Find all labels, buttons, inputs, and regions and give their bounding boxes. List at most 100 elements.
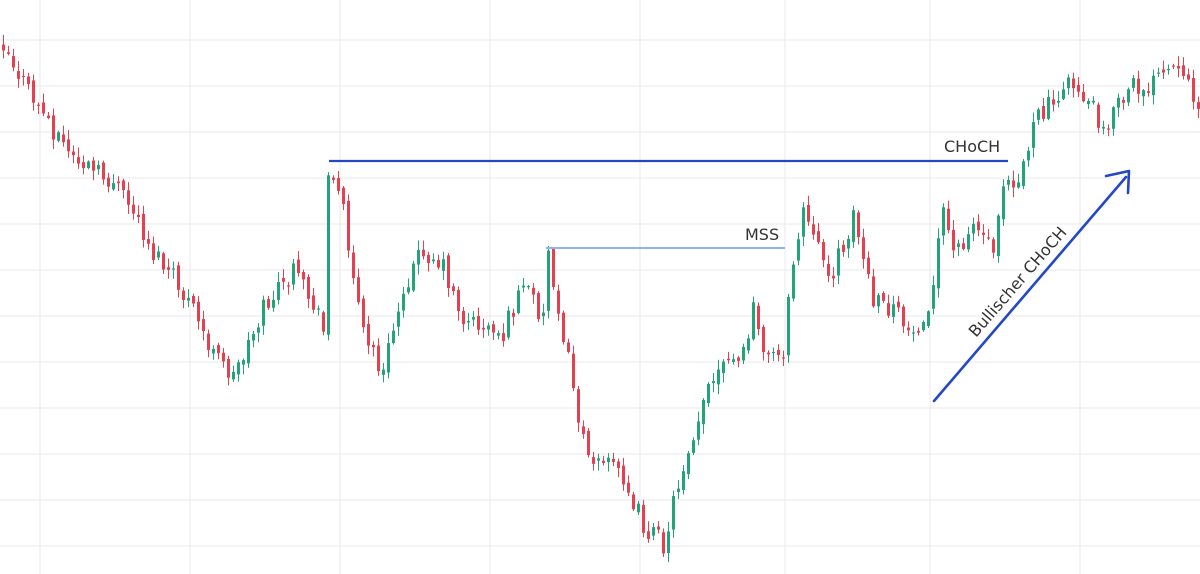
candle-body	[522, 285, 525, 288]
candle	[762, 324, 765, 361]
candle-body	[652, 527, 655, 536]
candle	[132, 196, 135, 220]
candle-body	[817, 231, 820, 243]
candle-body	[282, 278, 285, 282]
candle-body	[1182, 65, 1185, 77]
candle	[937, 228, 940, 298]
candle-body	[957, 243, 960, 248]
candle	[367, 315, 370, 355]
candle	[27, 72, 30, 90]
candle	[407, 278, 410, 295]
candle-body	[1042, 106, 1045, 119]
candle	[877, 293, 880, 314]
candle	[747, 334, 750, 354]
candle-body	[152, 243, 155, 260]
candle	[957, 239, 960, 257]
candle	[727, 351, 730, 364]
candle	[1022, 159, 1025, 190]
candle	[362, 295, 365, 333]
candle	[212, 345, 215, 360]
candle-body	[567, 342, 570, 352]
candle	[542, 303, 545, 326]
candle-body	[732, 359, 735, 362]
candle	[1037, 107, 1040, 125]
candle	[907, 321, 910, 337]
candle-body	[307, 276, 310, 299]
candles	[2, 34, 1200, 563]
candle	[317, 305, 320, 316]
candle-body	[807, 205, 810, 222]
candle-body	[882, 292, 885, 301]
candle	[392, 323, 395, 345]
candle	[627, 475, 630, 497]
candle-body	[457, 289, 460, 312]
candle-body	[547, 250, 550, 311]
candle	[1087, 98, 1090, 109]
candle	[692, 437, 695, 456]
candle-body	[542, 312, 545, 317]
candle-body	[1082, 91, 1085, 102]
candle-body	[1027, 150, 1030, 161]
candle	[442, 251, 445, 281]
candle	[257, 322, 260, 343]
candle	[492, 320, 495, 340]
candle-body	[617, 461, 620, 468]
candle	[62, 125, 65, 147]
candle-body	[622, 465, 625, 485]
candle	[397, 302, 400, 336]
candle-body	[387, 343, 390, 373]
candle	[292, 259, 295, 291]
candle-body	[922, 322, 925, 331]
candle	[357, 268, 360, 305]
candle	[1132, 74, 1135, 92]
bullish-arrow[interactable]	[932, 169, 1131, 403]
candle-body	[367, 323, 370, 346]
candle-body	[852, 210, 855, 242]
candle-body	[967, 234, 970, 250]
candle-body	[62, 134, 65, 143]
candle	[352, 245, 355, 285]
candle-body	[697, 421, 700, 440]
candle	[1107, 124, 1110, 137]
candle-body	[1177, 65, 1180, 69]
candle-body	[887, 303, 890, 316]
candle	[617, 458, 620, 478]
candle	[1082, 83, 1085, 103]
candle	[412, 260, 415, 293]
candle	[272, 290, 275, 312]
candle	[297, 251, 300, 277]
candle-body	[292, 263, 295, 285]
candle	[962, 237, 965, 251]
candle	[647, 521, 650, 543]
candle	[1012, 170, 1015, 198]
candle-body	[812, 224, 815, 235]
candle-body	[762, 326, 765, 353]
candle-body	[372, 344, 375, 348]
candle	[687, 450, 690, 480]
candle-body	[867, 257, 870, 274]
candle	[852, 205, 855, 248]
candle-body	[972, 223, 975, 234]
candle	[662, 528, 665, 558]
candle	[382, 363, 385, 383]
candle-body	[557, 290, 560, 314]
candle-body	[342, 187, 345, 204]
candle-body	[222, 352, 225, 362]
candle-body	[262, 299, 265, 326]
candle	[22, 68, 25, 86]
candle-body	[647, 531, 650, 539]
candle-body	[862, 237, 865, 259]
candle	[802, 202, 805, 246]
candle	[897, 295, 900, 312]
candle-body	[737, 357, 740, 361]
candle	[1147, 82, 1150, 97]
candle-body	[1057, 100, 1060, 103]
candle	[437, 254, 440, 270]
candle-body	[507, 310, 510, 338]
candle	[992, 237, 995, 259]
candle-body	[642, 504, 645, 533]
candle-body	[822, 242, 825, 261]
candle-body	[267, 299, 270, 308]
